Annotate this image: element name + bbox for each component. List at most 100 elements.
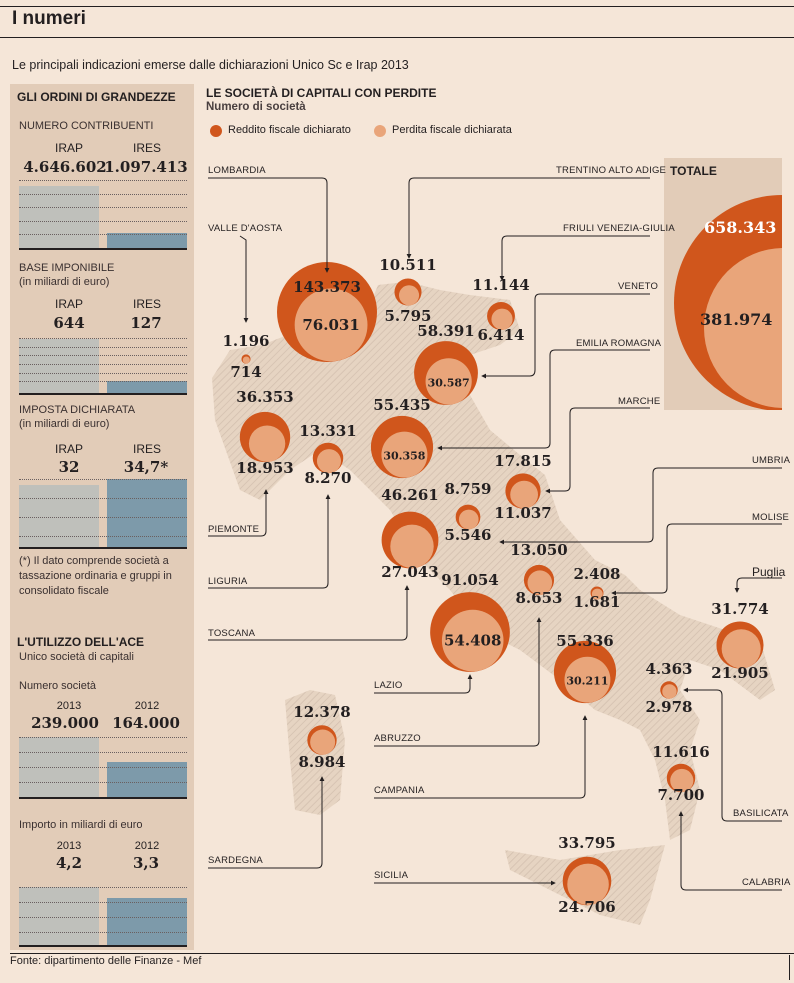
reddito-value-valle-d-aosta: 1.196 [223,332,270,350]
year-label: 2013 [56,700,82,712]
section-unit: (in miliardi di euro) [19,276,110,288]
bubble-perdita-toscana [390,524,434,569]
leader-line-liguria [208,494,331,589]
year-label: 2012 [134,700,160,712]
bubble-perdita-molise [591,588,603,600]
leader-line-molise [611,523,782,596]
reddito-value-toscana: 46.261 [381,486,438,504]
baseline [19,797,187,799]
leader-line-friuli-venezia-giulia [499,235,650,281]
perdita-value-marche: 11.037 [494,504,551,522]
region-label-marche: MARCHE [618,396,661,407]
ires-bar [107,381,187,393]
perdita-value-sardegna: 8.984 [299,753,346,771]
gridline [19,737,187,738]
bubble-perdita-lombardia [294,288,368,362]
perdita-value-valle-d-aosta: 714 [230,363,261,381]
totale-label: TOTALE [670,164,717,178]
perdita-value-molise: 1.681 [574,593,621,611]
region-label-piemonte: PIEMONTE [208,524,260,535]
reddito-value-lombardia: 143.373 [293,278,361,296]
leader-line-piemonte [208,489,269,537]
perdita-value-piemonte: 18.953 [236,459,293,477]
irap-label: IRAP [54,141,83,155]
leader-line-abruzzo [374,617,542,747]
importo-2012-value: 3,3 [132,854,160,872]
leader-line-emilia-romagna [437,349,650,451]
perdita-value-puglia: 21.905 [711,664,768,682]
ires-label: IRES [132,141,161,155]
ires-bar [107,233,187,248]
baseline [19,547,187,549]
reddito-value-campania: 55.336 [556,632,613,650]
bubble-perdita-sicilia [567,863,609,906]
section-unit: (in miliardi di euro) [19,418,110,430]
reddito-value-calabria: 11.616 [652,743,709,761]
left-panel: GLI ORDINI DI GRANDEZZE NUMERO CONTRIBUE… [10,84,194,950]
gridline [19,902,187,903]
page-title: I numeri [12,8,86,29]
irap-bar [19,339,99,393]
region-label-umbria: UMBRIA [752,455,791,466]
bubble-perdita-trentino-alto-adige [398,285,420,306]
reddito-value-marche: 17.815 [494,452,551,470]
leader-line-campania [374,715,588,799]
ires-label: IRES [132,297,161,311]
gridline [19,536,187,537]
totale-bubble [674,195,782,410]
ace-2013-value: 239.000 [31,714,99,732]
italy-mainland-shape [212,282,775,840]
baseline [19,248,187,250]
perdita-value-veneto: 30.587 [428,376,470,389]
gridline [19,338,187,339]
perdita-value-basilicata: 2.978 [646,698,693,716]
totale-perdita-circle [704,248,782,408]
perdita-value-sicilia: 24.706 [558,898,615,916]
leader-line-valle-d-aosta [239,235,249,323]
region-label-trentino-alto-adige: TRENTINO ALTO ADIGE [556,165,667,176]
reddito-value-emilia-romagna: 55.435 [373,396,430,414]
legend-reddito-label: Reddito fiscale dichiarato [228,124,351,136]
reddito-value-basilicata: 4.363 [646,660,693,678]
perdita-value-trentino-alto-adige: 5.795 [385,307,432,325]
perdita-value-abruzzo: 8.653 [516,589,563,607]
gridline [19,355,187,356]
reddito-value-sardegna: 12.378 [293,703,350,721]
gridline [19,782,187,783]
perdita-value-campania: 30.211 [566,675,608,688]
reddito-value-liguria: 13.331 [299,422,356,440]
perdita-value-calabria: 7.700 [658,786,705,804]
reddito-value-molise: 2.408 [574,565,621,583]
footer-rule [10,953,794,954]
page-subtitle: Le principali indicazioni emerse dalle d… [12,58,409,72]
gridline [19,373,187,374]
bubble-perdita-calabria [670,768,694,793]
leader-line-toscana [208,585,410,641]
legend-reddito-swatch [210,125,222,137]
perdita-value-emilia-romagna: 30.358 [383,450,425,463]
perdita-value-friuli-venezia-giulia: 6.414 [478,326,525,344]
reddito-value-piemonte: 36.353 [236,388,293,406]
bubble-perdita-veneto [425,358,472,405]
year-label: 2012 [134,840,160,852]
gridline [19,364,187,365]
reddito-value-friuli-venezia-giulia: 11.144 [472,276,529,294]
region-label-emilia-romagna: EMILIA ROMAGNA [576,338,662,349]
totale-box: TOTALE 658.343 381.974 [664,158,782,410]
leader-line-trentino-alto-adige [406,177,650,259]
region-label-basilicata: BASILICATA [733,808,789,819]
source-note: Fonte: dipartimento delle Finanze - Mef [10,955,202,967]
irap-label: IRAP [54,297,83,311]
gridline [19,932,187,933]
gridline [19,207,187,208]
bubble-perdita-abruzzo [527,570,553,595]
perdita-value-lombardia: 76.031 [302,316,359,334]
reddito-value-sicilia: 33.795 [558,834,615,852]
reddito-value-umbria: 8.759 [445,480,492,498]
bubble-perdita-sardegna [310,729,336,755]
ace-importo-label: Importo in miliardi di euro [19,819,143,831]
panel-title: GLI ORDINI DI GRANDEZZE [17,90,176,104]
ace-subtitle: Unico società di capitali [19,651,134,663]
irap-label: IRAP [54,442,83,456]
perdita-value-lazio: 54.408 [444,632,501,650]
